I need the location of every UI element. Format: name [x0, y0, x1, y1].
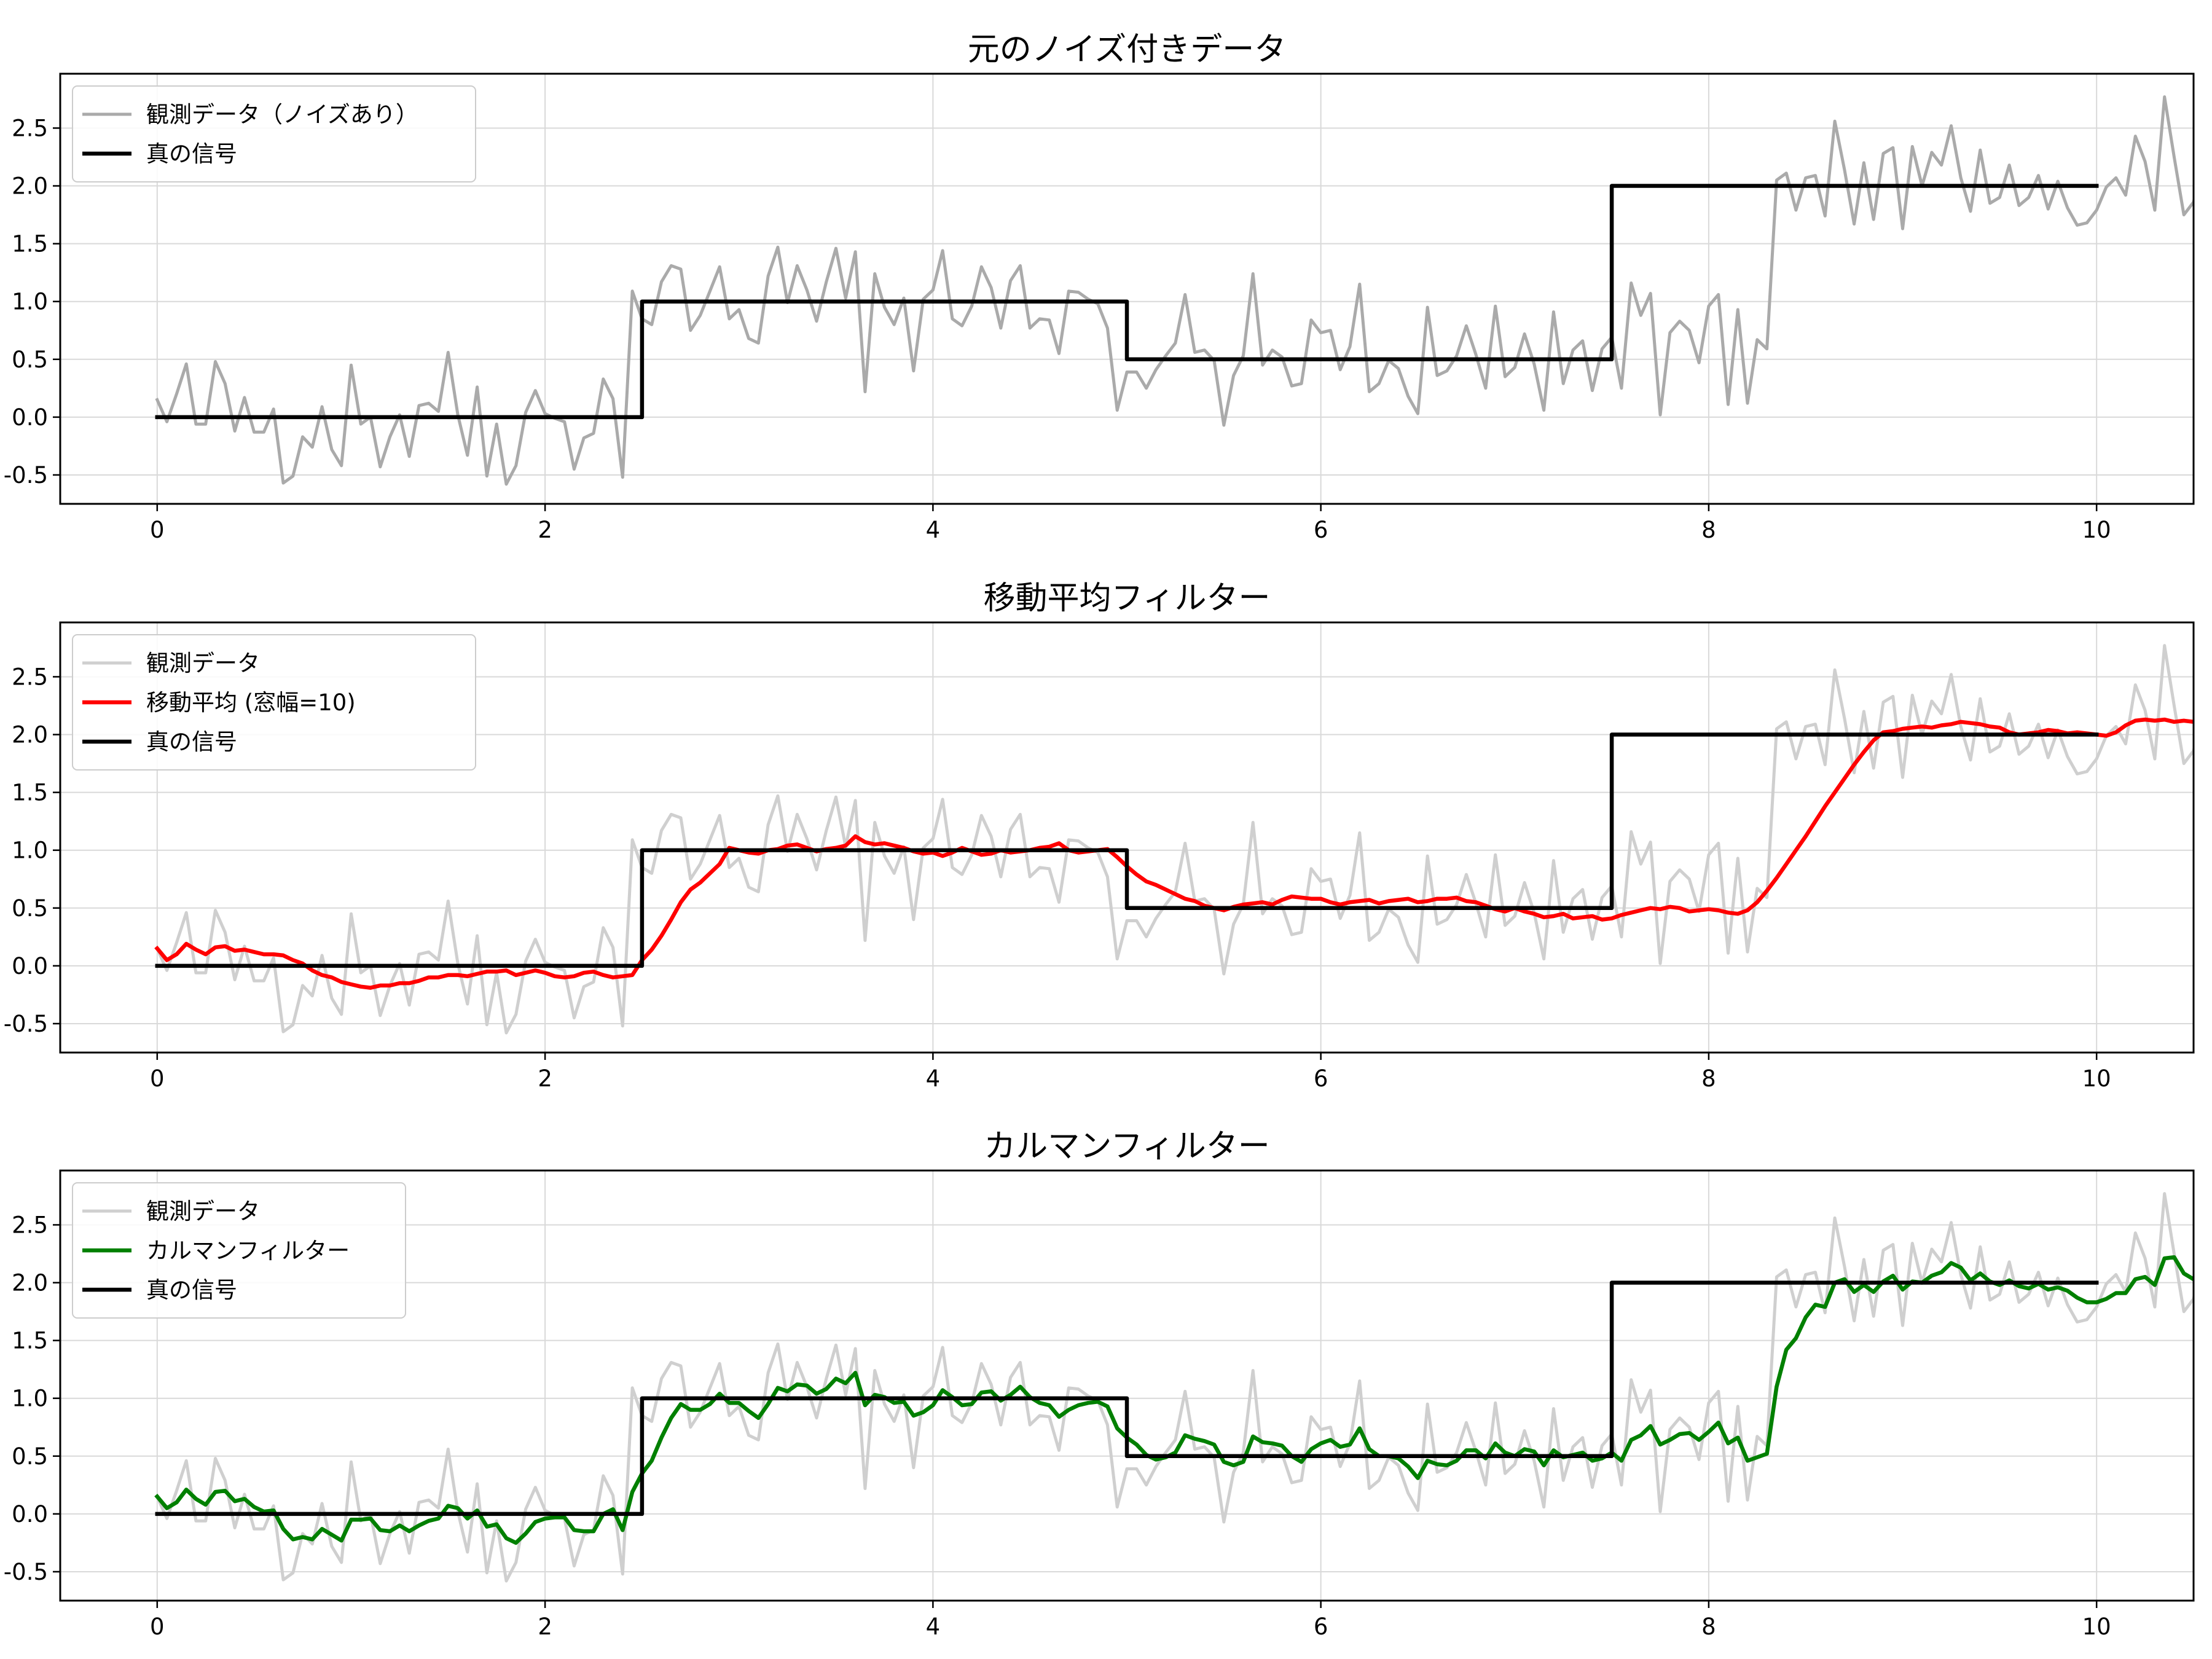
axes-frame: [59, 1169, 2195, 1602]
legend-label: 移動平均 (窓幅=10): [146, 689, 356, 716]
x-tick-label: 0: [150, 517, 165, 543]
subplot-title: カルマンフィルター: [984, 1128, 1269, 1165]
y-tick-label: 0.0: [12, 404, 48, 431]
series-line-truth: [155, 1281, 2099, 1516]
legend-box: [72, 1182, 406, 1319]
x-tick-label: 6: [1314, 517, 1328, 543]
y-tick-label: 1.5: [12, 1328, 48, 1354]
series-line-observed: [155, 95, 2194, 486]
y-tick-label: 1.0: [12, 837, 48, 864]
y-tick-label: -0.5: [4, 462, 48, 488]
x-tick-label: 8: [1701, 1614, 1716, 1640]
y-tick-label: 1.0: [12, 289, 48, 315]
x-tick-label: 4: [926, 517, 941, 543]
y-tick-label: 1.0: [12, 1386, 48, 1412]
axes-frame: [59, 73, 2195, 505]
x-tick-label: 8: [1701, 1065, 1716, 1092]
legend-box: [72, 85, 476, 182]
plot-area: [155, 95, 2194, 486]
legend-label: 真の信号: [146, 729, 237, 755]
legend-label: 真の信号: [146, 1277, 237, 1303]
y-tick-label: 2.0: [12, 1270, 48, 1296]
y-tick-label: 1.5: [12, 231, 48, 257]
series-line-observed-ref: [155, 1192, 2194, 1583]
legend-label: 真の信号: [146, 141, 237, 167]
series-line-filtered: [154, 1255, 2194, 1545]
subplot-3: カルマンフィルター 0 2 4 6 8 10 -0.5 0.0 0.5 1.0 1.5 2.0 2.5 観測…: [4, 1128, 2195, 1640]
subplot-2: 移動平均フィルター 0 2 4 6 8 10 -0.5 0.0 0.5 1.0 1.5 2.0 2.5 観測…: [4, 580, 2195, 1092]
plot-area: [154, 644, 2194, 1035]
series-line-observed-ref: [155, 644, 2194, 1035]
y-tick-label: 2.5: [12, 115, 48, 141]
y-tick-label: 1.5: [12, 780, 48, 806]
y-tick-label: 2.0: [12, 173, 48, 200]
legend-label: カルマンフィルター: [146, 1237, 350, 1264]
plot-area: [154, 1192, 2194, 1583]
x-tick-label: 10: [2082, 517, 2111, 543]
legend-box: [72, 634, 476, 771]
series-line-truth: [155, 184, 2099, 420]
x-tick-label: 6: [1314, 1065, 1328, 1092]
x-tick-label: 2: [538, 1065, 552, 1092]
y-tick-label: 2.5: [12, 664, 48, 690]
y-tick-label: 2.5: [12, 1212, 48, 1238]
y-tick-label: 2.0: [12, 722, 48, 748]
legend-label: 観測データ: [146, 1198, 260, 1225]
x-tick-label: 2: [538, 517, 552, 543]
subplot-title: 元のノイズ付きデータ: [968, 31, 1286, 68]
x-tick-label: 8: [1701, 517, 1716, 543]
x-tick-label: 4: [926, 1614, 941, 1640]
x-tick-label: 10: [2082, 1614, 2111, 1640]
y-tick-label: 0.0: [12, 1501, 48, 1528]
series-line-truth: [155, 732, 2099, 968]
y-tick-label: 0.5: [12, 347, 48, 373]
x-tick-label: 4: [926, 1065, 941, 1092]
x-tick-label: 6: [1314, 1614, 1328, 1640]
x-tick-label: 0: [150, 1614, 165, 1640]
y-tick-label: 0.5: [12, 1443, 48, 1470]
legend-label: 観測データ: [146, 650, 260, 677]
x-tick-label: 0: [150, 1065, 165, 1092]
legend-label: 観測データ（ノイズあり）: [146, 101, 418, 128]
y-tick-label: 0.5: [12, 895, 48, 922]
legend: 観測データ（ノイズあり） 真の信号: [72, 85, 476, 182]
y-tick-label: 0.0: [12, 953, 48, 979]
x-tick-label: 10: [2082, 1065, 2111, 1092]
y-tick-label: -0.5: [4, 1559, 48, 1585]
subplot-1: 元のノイズ付きデータ 0 2 4 6 8 10 -0.5 0.0 0.5 1.0 1.5 2.0 2.5 観…: [4, 31, 2195, 543]
axes-frame: [59, 621, 2195, 1054]
x-tick-label: 2: [538, 1614, 552, 1640]
subplot-title: 移動平均フィルター: [984, 580, 1271, 617]
y-tick-label: -0.5: [4, 1011, 48, 1037]
